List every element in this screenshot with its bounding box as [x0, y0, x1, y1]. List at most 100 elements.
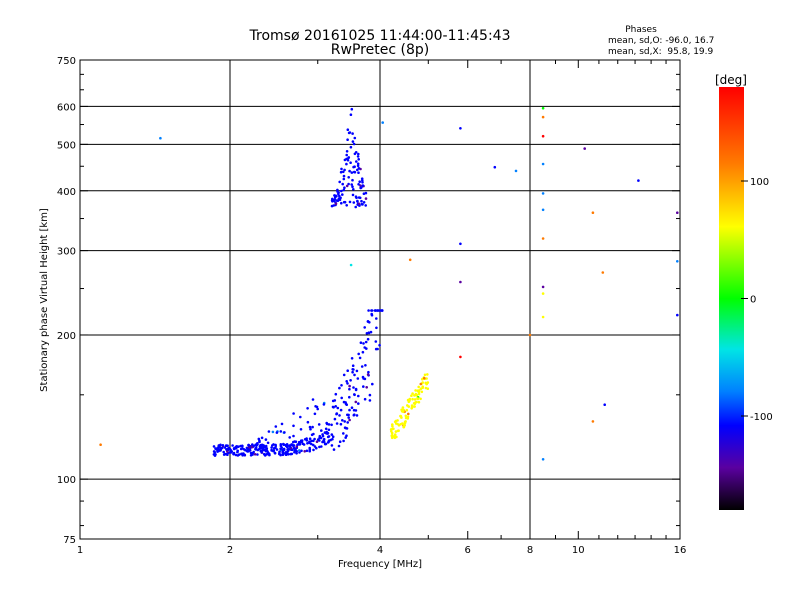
- y-tick-label: 300: [57, 247, 76, 258]
- data-point: [363, 397, 367, 401]
- data-point: [459, 355, 462, 359]
- data-point: [391, 423, 394, 426]
- data-point: [336, 199, 340, 203]
- data-point: [345, 403, 349, 407]
- data-point: [368, 399, 372, 402]
- data-point: [351, 132, 354, 135]
- data-point: [364, 204, 368, 207]
- x-tick-label: 10: [572, 545, 585, 556]
- data-point: [351, 370, 354, 374]
- data-point: [356, 162, 360, 166]
- data-point: [351, 140, 355, 143]
- data-point: [390, 434, 394, 437]
- data-point: [352, 142, 356, 146]
- data-point: [347, 176, 351, 179]
- data-point: [338, 414, 341, 417]
- data-point: [331, 405, 335, 409]
- data-point: [321, 433, 324, 436]
- data-point: [354, 400, 358, 404]
- data-point: [271, 430, 275, 434]
- data-point: [285, 451, 288, 454]
- data-point: [348, 169, 351, 173]
- data-point: [274, 444, 278, 448]
- data-point: [351, 364, 355, 368]
- data-point: [342, 188, 346, 192]
- data-point: [357, 394, 360, 398]
- data-point: [338, 194, 341, 198]
- y-tick-label: 400: [57, 187, 76, 198]
- data-point: [332, 199, 336, 203]
- colorbar-tick-label: -100: [750, 412, 773, 423]
- data-point: [357, 352, 361, 356]
- data-point: [341, 182, 345, 186]
- data-point: [415, 393, 419, 397]
- data-point: [354, 388, 358, 392]
- data-point: [345, 162, 348, 166]
- data-point: [333, 196, 337, 199]
- x-tick-label: 8: [527, 545, 533, 556]
- data-point: [341, 419, 344, 422]
- data-point: [351, 185, 354, 188]
- data-point: [255, 442, 259, 445]
- data-point: [324, 442, 328, 446]
- data-point: [334, 202, 338, 205]
- data-point: [541, 115, 545, 119]
- data-point: [366, 337, 370, 341]
- data-point: [236, 454, 240, 457]
- data-point: [357, 202, 361, 206]
- data-point: [357, 196, 361, 199]
- data-point: [362, 385, 365, 388]
- data-point: [358, 356, 362, 360]
- data-point: [676, 260, 679, 263]
- data-point: [336, 190, 339, 193]
- data-point: [408, 258, 412, 262]
- data-point: [330, 444, 334, 447]
- data-point: [393, 435, 397, 439]
- data-point: [326, 431, 330, 435]
- data-point: [352, 201, 356, 204]
- data-point: [256, 453, 259, 456]
- data-point: [295, 452, 298, 455]
- data-point: [350, 171, 354, 174]
- data-point: [342, 177, 346, 181]
- data-point: [239, 447, 243, 451]
- data-point: [278, 450, 281, 454]
- data-point: [347, 131, 351, 135]
- data-point: [346, 382, 349, 385]
- data-point: [591, 420, 595, 423]
- data-point: [493, 165, 497, 169]
- x-tick-labels: 1 2 4 6 8 10 16: [77, 545, 687, 556]
- data-point: [306, 407, 309, 410]
- data-point: [408, 397, 412, 401]
- data-point: [355, 160, 358, 163]
- chart-title: Tromsø 20161025 11:44:00-11:45:43: [249, 28, 511, 44]
- data-point: [379, 309, 383, 312]
- data-point: [340, 384, 343, 387]
- data-point: [333, 399, 337, 402]
- data-point: [406, 404, 409, 407]
- data-point: [375, 326, 378, 330]
- data-point: [349, 161, 352, 164]
- data-point: [346, 128, 350, 131]
- data-point: [601, 271, 605, 274]
- data-point: [330, 433, 334, 436]
- data-point: [411, 397, 414, 401]
- data-point: [348, 418, 351, 422]
- minor-ticks: [79, 59, 681, 539]
- data-point: [353, 373, 356, 377]
- data-point: [357, 167, 361, 170]
- data-point: [281, 448, 285, 452]
- data-point: [350, 107, 354, 111]
- data-point: [281, 453, 285, 457]
- data-point: [325, 421, 329, 425]
- data-point: [362, 342, 365, 345]
- data-point: [364, 191, 368, 195]
- data-point: [253, 453, 257, 456]
- data-point: [342, 432, 345, 435]
- data-point: [403, 423, 406, 427]
- data-point: [355, 414, 359, 417]
- data-point: [346, 369, 350, 373]
- x-tick-label: 1: [77, 545, 83, 556]
- data-point: [345, 157, 348, 161]
- data-point: [324, 427, 328, 431]
